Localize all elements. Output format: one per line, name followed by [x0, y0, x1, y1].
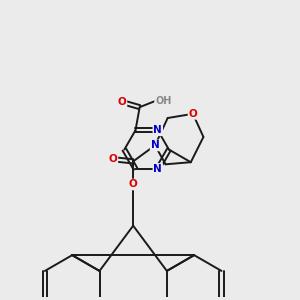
Text: N: N: [151, 140, 159, 150]
Text: O: O: [188, 109, 197, 119]
Text: O: O: [109, 154, 117, 164]
Text: OH: OH: [155, 96, 171, 106]
Text: N: N: [153, 125, 162, 135]
Text: O: O: [118, 97, 126, 107]
Text: N: N: [153, 164, 162, 174]
Text: O: O: [129, 179, 137, 190]
